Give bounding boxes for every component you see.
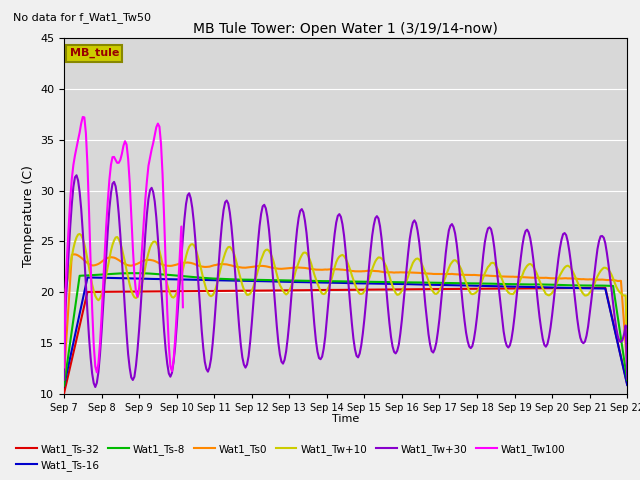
Wat1_Ts-32 (554, 285, 562, 291)
Legend: Wat1_Ts-32, Wat1_Ts-16, Wat1_Ts-8, Wat1_Ts0, Wat1_Tw+10, Wat1_Tw+30, Wat1_Tw100: Wat1_Ts-32, Wat1_Ts-16, Wat1_Ts-8, Wat1_… (12, 439, 570, 475)
Wat1_Tw+10 (623, 359, 631, 364)
Wat1_Ts-16 (556, 285, 564, 290)
Wat1_Tw+10 (77, 232, 85, 238)
Wat1_Ts0 (556, 276, 564, 281)
Wat1_Ts0 (71, 252, 79, 257)
Wat1_Tw+30 (73, 172, 81, 178)
Wat1_Ts-8 (401, 279, 409, 285)
Wat1_Tw+10 (60, 358, 68, 364)
Wat1_Ts0 (413, 270, 421, 276)
Line: Wat1_Ts-32: Wat1_Ts-32 (64, 288, 627, 394)
Wat1_Tw100 (165, 342, 173, 348)
Line: Wat1_Ts-8: Wat1_Ts-8 (64, 273, 627, 385)
Wat1_Ts-16 (84, 275, 92, 280)
Wat1_Ts-16 (383, 281, 390, 287)
Wat1_Ts-8 (623, 377, 631, 383)
Wat1_Ts0 (623, 364, 631, 370)
Wat1_Ts-32 (165, 288, 173, 294)
Wat1_Ts-32 (76, 323, 83, 329)
Wat1_Ts-16 (623, 382, 631, 388)
Wat1_Tw+10 (556, 272, 564, 278)
Wat1_Ts0 (401, 270, 409, 276)
Wat1_Ts-32 (602, 285, 609, 291)
Wat1_Ts0 (166, 263, 174, 269)
Wat1_Ts-32 (412, 287, 420, 292)
Line: Wat1_Tw+10: Wat1_Tw+10 (64, 234, 627, 361)
Line: Wat1_Tw100: Wat1_Tw100 (64, 117, 183, 372)
Text: MB_tule: MB_tule (70, 48, 119, 59)
Wat1_Tw100 (76, 130, 83, 135)
Wat1_Tw+30 (403, 265, 410, 271)
Wat1_Ts-8 (134, 270, 141, 276)
Wat1_Tw100 (60, 364, 68, 370)
Wat1_Tw+30 (415, 239, 423, 244)
Line: Wat1_Ts-16: Wat1_Ts-16 (64, 277, 627, 386)
Wat1_Tw+30 (92, 384, 99, 390)
Wat1_Tw+30 (168, 370, 176, 376)
Wat1_Ts-8 (166, 272, 174, 278)
Wat1_Ts-16 (76, 311, 83, 317)
Wat1_Ts-8 (556, 282, 564, 288)
Text: No data for f_Wat1_Tw50: No data for f_Wat1_Tw50 (13, 12, 151, 23)
Wat1_Ts-8 (383, 279, 390, 285)
Wat1_Ts-32 (399, 287, 407, 292)
Wat1_Ts-32 (381, 287, 388, 292)
Wat1_Ts0 (60, 373, 68, 379)
Wat1_Ts-8 (76, 273, 83, 279)
Line: Wat1_Tw+30: Wat1_Tw+30 (64, 175, 627, 387)
Title: MB Tule Tower: Open Water 1 (3/19/14-now): MB Tule Tower: Open Water 1 (3/19/14-now… (193, 22, 498, 36)
Wat1_Tw+30 (60, 377, 68, 383)
Wat1_Tw+30 (77, 206, 85, 212)
Wat1_Ts-16 (60, 383, 68, 389)
Wat1_Ts-16 (413, 281, 421, 287)
Wat1_Ts-32 (623, 382, 631, 387)
Line: Wat1_Ts0: Wat1_Ts0 (64, 254, 627, 376)
Wat1_Tw+30 (623, 376, 631, 382)
Wat1_Tw+10 (76, 231, 83, 237)
Y-axis label: Temperature (C): Temperature (C) (22, 165, 35, 267)
Wat1_Ts0 (383, 269, 390, 275)
Wat1_Ts-32 (60, 391, 68, 396)
Wat1_Tw+10 (166, 291, 174, 297)
Wat1_Tw+30 (557, 237, 565, 243)
Wat1_Tw+10 (383, 264, 390, 270)
Wat1_Ts-16 (166, 276, 174, 282)
Wat1_Ts-8 (413, 279, 421, 285)
Wat1_Ts-8 (60, 383, 68, 388)
Wat1_Tw+30 (384, 304, 392, 310)
Wat1_Ts-16 (401, 281, 409, 287)
Wat1_Tw+10 (413, 256, 421, 262)
Wat1_Ts0 (77, 255, 85, 261)
X-axis label: Time: Time (332, 414, 359, 424)
Wat1_Tw+10 (401, 282, 409, 288)
